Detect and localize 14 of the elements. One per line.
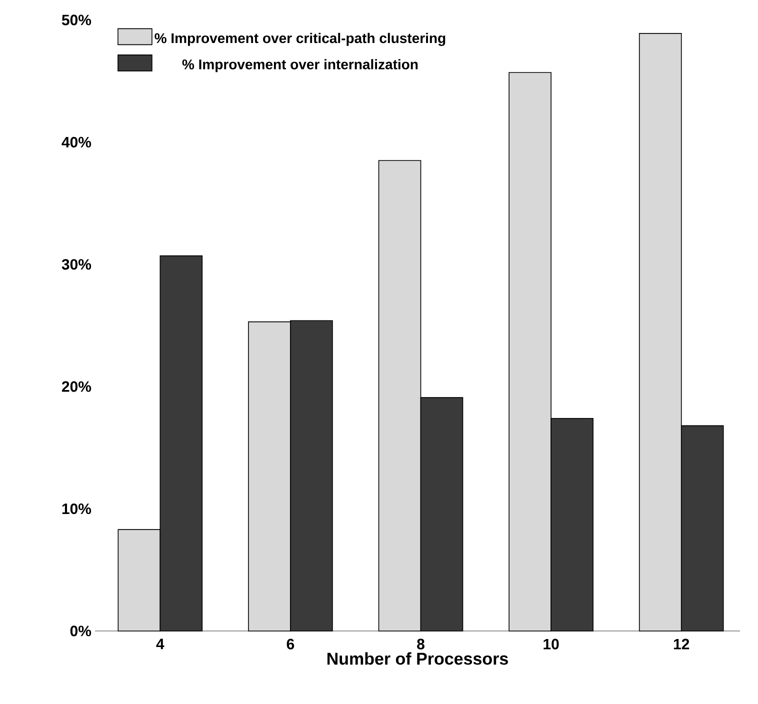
x-axis-title: Number of Processors — [327, 652, 508, 665]
legend-label: % Improvement over critical-path clustering — [154, 32, 446, 46]
y-tick-label: 50% — [62, 14, 92, 26]
x-tick-label: 6 — [286, 638, 294, 650]
legend-label: % Improvement over internalization — [182, 59, 418, 72]
y-tick-label: 40% — [62, 136, 92, 148]
y-tick-label: 0% — [70, 626, 92, 636]
x-tick-label: 8 — [417, 638, 424, 650]
y-tick-label: 20% — [62, 381, 92, 392]
x-tick-label: 10 — [544, 638, 559, 650]
x-tick-label: 12 — [674, 638, 690, 650]
x-tick-label: 4 — [156, 638, 164, 650]
y-tick-label: 30% — [62, 259, 92, 270]
y-tick-label: 10% — [62, 503, 92, 514]
